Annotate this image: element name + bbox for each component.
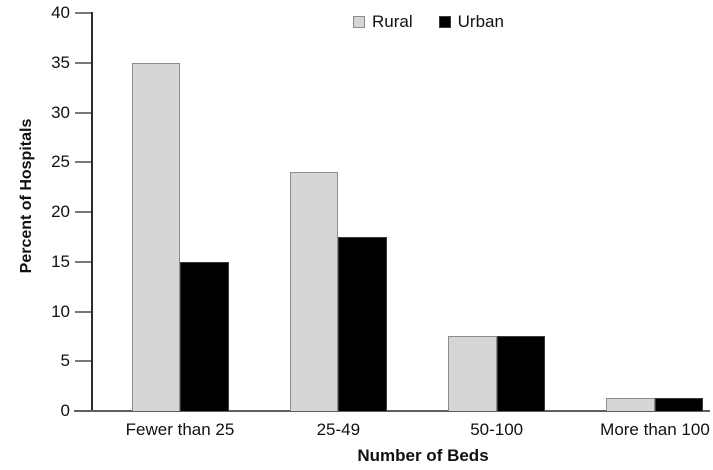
x-category-label: 25-49	[316, 420, 361, 439]
x-category-label: 50-100	[470, 420, 524, 439]
y-tick-mark	[75, 211, 91, 213]
legend-item-rural: Rural	[353, 13, 413, 31]
bar-urban-25-49	[338, 237, 387, 411]
y-tick-label: 25	[51, 152, 70, 172]
legend-swatch-urban	[438, 16, 451, 28]
y-tick-mark	[75, 61, 91, 64]
x-category-label: More than 100	[600, 420, 710, 439]
x-axis-title: Number of Beds	[357, 446, 489, 465]
y-tick-label: 15	[51, 251, 70, 271]
bar-rural-more-than-100	[606, 398, 655, 411]
y-tick-label: 5	[60, 351, 70, 371]
legend: Rural Urban	[353, 13, 504, 31]
y-tick-label: 20	[51, 202, 70, 221]
y-tick-label: 30	[51, 102, 70, 122]
y-tick-label: 10	[51, 301, 70, 321]
bar-urban-50-100	[496, 336, 546, 411]
y-tick-mark	[75, 12, 91, 14]
y-tick-mark	[75, 260, 91, 263]
y-axis-line	[91, 12, 93, 412]
legend-item-urban: Urban	[438, 12, 504, 31]
bar-rural-fewer-than-25	[131, 63, 180, 411]
legend-swatch-rural	[353, 16, 365, 28]
y-axis-title: Percent of Hospitals	[18, 118, 35, 274]
y-tick-label: 35	[51, 52, 70, 72]
y-tick-mark	[75, 161, 91, 164]
bar-urban-fewer-than-25	[180, 262, 229, 411]
y-tick-mark	[75, 111, 91, 114]
y-tick-label: 0	[60, 401, 70, 420]
y-tick-mark	[75, 310, 91, 313]
x-category-label: Fewer than 25	[125, 420, 235, 439]
y-tick-label: 40	[51, 3, 70, 22]
bar-rural-50-100	[448, 336, 497, 411]
legend-label: Rural	[372, 12, 413, 31]
x-axis-line	[74, 410, 710, 412]
bar-urban-more-than-100	[654, 398, 704, 411]
bar-rural-25-49	[289, 172, 339, 411]
legend-label: Urban	[457, 12, 504, 31]
y-tick-mark	[75, 360, 91, 363]
